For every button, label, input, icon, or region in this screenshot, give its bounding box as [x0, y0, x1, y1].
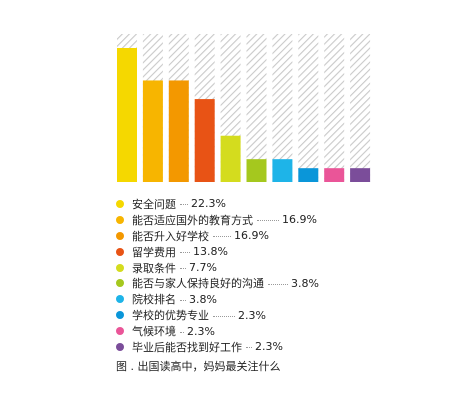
bar	[350, 168, 371, 182]
legend-label: 院校排名	[132, 293, 176, 307]
legend-label: 录取条件	[132, 261, 176, 275]
legend-item: 能否与家人保持良好的沟通 3.8%	[116, 275, 319, 291]
legend-label: 毕业后能否找到好工作	[132, 340, 242, 354]
data-label: 7.7%	[189, 261, 217, 274]
bar	[117, 48, 137, 182]
legend-swatch	[116, 231, 124, 240]
chart-legend: 安全问题 22.3% 能否适应国外的教育方式 16.9% 能否升入好学校 16.9% 留学费…	[116, 196, 319, 355]
legend-leader	[180, 204, 188, 206]
legend-label: 气候环境	[132, 325, 176, 339]
legend-item: 录取条件 7.7%	[116, 260, 319, 276]
bar	[168, 80, 189, 182]
data-label: 3.8%	[189, 292, 217, 306]
legend-label: 学校的优势专业	[132, 309, 209, 323]
legend-item: 能否升入好学校 16.9%	[116, 228, 319, 244]
bar	[142, 80, 163, 182]
legend-leader	[257, 220, 279, 222]
legend-swatch	[116, 311, 124, 320]
legend-label: 留学费用	[132, 245, 176, 259]
legend-item: 安全问题 22.3%	[116, 196, 319, 212]
bar	[298, 168, 319, 182]
legend-label: 安全问题	[132, 197, 176, 211]
legend-item: 留学费用 13.8%	[116, 244, 319, 260]
legend-item: 学校的优势专业 2.3%	[116, 307, 319, 323]
legend-swatch	[116, 215, 124, 224]
data-label: 16.9%	[282, 213, 317, 227]
chart-caption: 图 . 出国读高中，妈妈最关注什么	[116, 360, 281, 373]
data-label: 3.8%	[291, 276, 319, 290]
legend-leader	[180, 331, 184, 333]
legend-label: 能否适应国外的教育方式	[132, 213, 253, 227]
data-label: 2.3%	[187, 324, 215, 338]
bar-background	[324, 34, 345, 182]
bar-background	[350, 34, 371, 182]
legend-swatch	[116, 342, 124, 351]
bar-background	[272, 34, 293, 182]
legend-leader	[213, 315, 235, 317]
legend-swatch	[116, 199, 124, 208]
data-label: 13.8%	[193, 245, 228, 259]
bar-background	[298, 34, 319, 182]
bar	[324, 168, 345, 182]
legend-item: 气候环境 2.3%	[116, 323, 319, 339]
legend-swatch	[116, 247, 124, 256]
legend-leader	[180, 268, 186, 269]
legend-leader	[246, 347, 252, 349]
bar	[272, 159, 293, 182]
legend-leader	[180, 299, 186, 301]
legend-item: 院校排名 3.8%	[116, 291, 319, 307]
data-label: 22.3%	[191, 197, 226, 211]
bar	[220, 135, 241, 182]
bar	[194, 99, 215, 182]
legend-swatch	[116, 295, 124, 304]
data-label: 16.9%	[234, 229, 269, 243]
legend-item: 毕业后能否找到好工作 2.3%	[116, 339, 319, 355]
legend-swatch	[116, 263, 124, 272]
legend-leader	[268, 283, 288, 285]
bar-background	[246, 34, 267, 182]
legend-label: 能否升入好学校	[132, 229, 209, 243]
legend-leader	[180, 252, 190, 254]
legend-label: 能否与家人保持良好的沟通	[132, 277, 264, 291]
legend-item: 能否适应国外的教育方式 16.9%	[116, 212, 319, 228]
bar-chart	[117, 34, 371, 182]
legend-swatch	[116, 327, 124, 336]
bar	[246, 159, 267, 182]
data-label: 2.3%	[238, 308, 266, 322]
legend-leader	[213, 236, 231, 238]
data-label: 2.3%	[255, 340, 283, 354]
legend-swatch	[116, 279, 124, 288]
